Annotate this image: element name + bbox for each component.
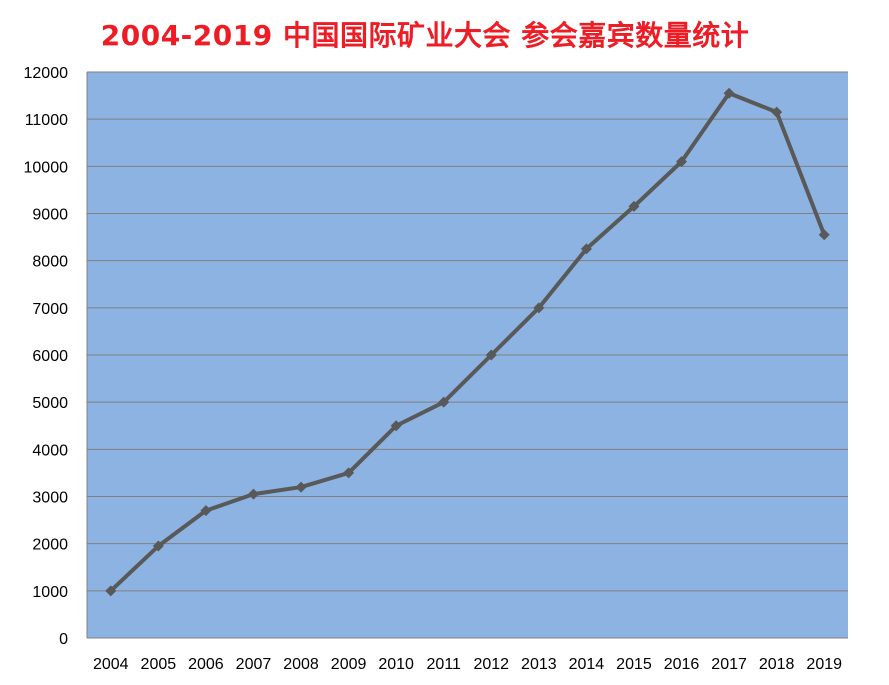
data-point-marker [438,396,450,408]
x-tick-label: 2006 [188,656,224,673]
x-tick-label: 2014 [569,656,605,673]
data-point-marker [105,585,117,597]
x-tick-labels: 2004 2005 2006 2007 2008 2009 2010 2011 2012 2013… [93,656,842,673]
data-point-marker [771,106,783,118]
y-tick-label: 2000 [32,537,68,554]
x-tick-label: 2018 [759,656,795,673]
y-tick-label: 8000 [32,254,68,271]
data-point-marker [343,467,355,479]
data-point-marker [152,540,164,552]
y-tick-label: 11000 [25,112,68,129]
data-point-marker [580,243,592,255]
series-layer [105,87,830,597]
y-tick-label: 6000 [32,348,68,365]
y-tick-label: 7000 [32,301,68,318]
x-tick-label: 2010 [378,656,414,673]
y-tick-label: 0 [59,631,68,648]
y-tick-label: 10000 [24,159,69,176]
y-tick-labels: 0 1000 2000 3000 4000 5000 6000 7000 8000 9000 100… [24,65,69,648]
x-tick-label: 2011 [427,656,462,673]
y-tick-label: 4000 [32,442,68,459]
data-point-marker [818,229,830,241]
chart-title: 2004-2019 中国国际矿业大会 参会嘉宾数量统计 [100,19,750,52]
x-tick-label: 2008 [283,656,319,673]
x-tick-label: 2012 [473,656,509,673]
y-tick-label: 12000 [24,65,69,82]
x-tick-label: 2013 [521,656,557,673]
data-point-marker [390,420,402,432]
y-tick-label: 9000 [32,207,68,224]
x-tick-label: 2007 [236,656,272,673]
y-tick-label: 3000 [32,490,68,507]
data-point-marker [247,488,259,500]
x-tick-label: 2017 [711,656,747,673]
x-tick-label: 2004 [93,656,129,673]
gridlines [87,71,848,592]
x-tick-label: 2015 [616,656,652,673]
data-point-marker [533,302,545,314]
y-tick-label: 1000 [32,584,68,601]
x-tick-label: 2019 [806,656,842,673]
data-point-marker [723,87,735,99]
y-tick-label: 5000 [32,395,68,412]
data-point-marker [295,481,307,493]
series-line [108,91,827,593]
data-point-marker [676,156,688,168]
x-tick-label: 2016 [664,656,700,673]
x-tick-label: 2009 [331,656,367,673]
x-tick-label: 2005 [141,656,177,673]
data-point-marker [485,349,497,361]
data-point-marker [628,200,640,212]
axes [86,72,848,639]
data-point-marker [200,505,212,517]
